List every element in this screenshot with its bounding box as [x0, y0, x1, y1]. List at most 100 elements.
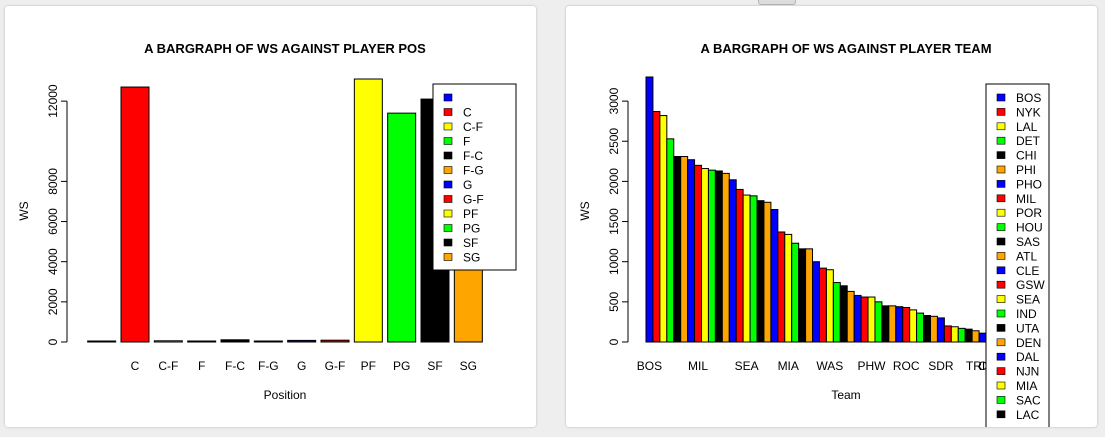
window-resize-handle[interactable] — [758, 0, 796, 5]
y-tick-label: 2500 — [607, 128, 621, 155]
x-tick-label: SF — [427, 359, 442, 373]
x-tick-label: C-F — [158, 359, 178, 373]
bar — [749, 195, 758, 343]
legend-swatch — [996, 367, 1006, 375]
bar — [756, 200, 765, 343]
bar — [721, 172, 730, 343]
bar — [387, 112, 417, 343]
bar — [666, 138, 675, 343]
legend-label: F-C — [463, 149, 483, 163]
legend-swatch — [996, 122, 1006, 131]
x-tick-labels: C C-F F F-C F-G G G-F PF PG SF SG — [131, 359, 477, 373]
x-tick-label: PG — [393, 359, 410, 373]
bar — [971, 330, 980, 343]
chart-title: A BARGRAPH OF WS AGAINST PLAYER TEAM — [700, 41, 991, 56]
legend-swatch — [443, 151, 453, 160]
legend-swatch — [443, 253, 453, 261]
legend-label: G-F — [463, 193, 484, 207]
legend-label: BOS — [1016, 91, 1041, 105]
legend-swatch — [996, 338, 1006, 347]
y-tick-label: 8000 — [46, 168, 60, 195]
x-axis-label: Position — [264, 388, 307, 402]
legend-label: SAS — [1016, 235, 1040, 249]
bar — [853, 294, 862, 343]
legend-label: SF — [463, 236, 478, 250]
bar — [87, 340, 117, 343]
legend-swatch — [996, 194, 1006, 203]
bar — [770, 209, 779, 343]
bar — [929, 315, 938, 343]
chart-panel-position: A BARGRAPH OF WS AGAINST PLAYER POS WS P… — [5, 6, 536, 427]
y-axis: 0 500 1000 1500 2000 2500 3000 — [607, 87, 629, 345]
x-tick-label: G — [297, 359, 306, 373]
legend: BOSNYKLALDETCHIPHIPHOMILPORHOUSASATLCLEG… — [985, 83, 1050, 427]
bar — [839, 285, 848, 343]
legend-swatch — [996, 280, 1006, 289]
bar — [707, 169, 716, 343]
legend-label: HOU — [1016, 221, 1043, 235]
legend-swatch — [996, 266, 1006, 275]
legend-swatch — [443, 195, 453, 203]
bar — [353, 78, 383, 343]
x-tick-label: F-C — [225, 359, 245, 373]
legend-swatch — [996, 151, 1006, 159]
legend-swatch — [996, 252, 1006, 260]
x-tick-label: PHW — [858, 359, 887, 373]
legend-swatch — [996, 381, 1006, 390]
y-tick-label: 4000 — [46, 248, 60, 275]
legend-swatch — [996, 396, 1006, 404]
bar — [687, 159, 696, 343]
legend-label: MIA — [1016, 379, 1037, 393]
legend-label: LAC — [1016, 408, 1040, 422]
x-tick-label: MIL — [688, 359, 708, 373]
legend-label: MIL — [1016, 192, 1036, 206]
bar — [832, 282, 841, 343]
legend-label: ATL — [1016, 249, 1037, 263]
legend-label: SG — [463, 251, 480, 265]
legend-label: IND — [1016, 307, 1037, 321]
bar — [881, 305, 890, 343]
y-axis-label: WS — [578, 201, 592, 220]
x-axis-label: Team — [831, 388, 860, 402]
legend-label: CHI — [1016, 149, 1037, 163]
legend-swatch — [996, 352, 1006, 361]
legend-label: DET — [1016, 134, 1041, 148]
legend-label: LAL — [1016, 120, 1038, 134]
bar — [798, 248, 807, 343]
bar — [812, 261, 820, 343]
x-tick-label: SDR — [928, 359, 954, 373]
legend-label: G — [463, 178, 472, 192]
x-tick-label: TRI — [966, 359, 985, 373]
bar — [220, 339, 250, 343]
bar — [957, 327, 966, 343]
y-tick-label: 500 — [607, 292, 621, 312]
bar — [735, 188, 744, 343]
bar — [253, 340, 283, 343]
bar — [153, 340, 183, 343]
x-tick-label: PF — [361, 359, 376, 373]
bar — [652, 111, 661, 343]
chart-title: A BARGRAPH OF WS AGAINST PLAYER POS — [144, 41, 426, 56]
bar — [943, 325, 952, 343]
x-tick-label: MIA — [778, 359, 799, 373]
bar — [645, 76, 654, 343]
y-tick-label: 0 — [607, 338, 621, 345]
y-tick-label: 2000 — [607, 168, 621, 195]
bar — [120, 86, 150, 343]
legend-swatch — [996, 108, 1006, 116]
bar — [902, 306, 911, 343]
y-tick-label: 12000 — [46, 84, 60, 118]
chart-panel-team: A BARGRAPH OF WS AGAINST PLAYER TEAM WS … — [566, 6, 1097, 427]
legend-swatch — [996, 410, 1006, 419]
bar — [874, 301, 883, 343]
legend-swatch — [443, 93, 453, 102]
y-axis-label: WS — [17, 201, 31, 220]
bar — [320, 339, 350, 343]
y-tick-label: 2000 — [46, 288, 60, 315]
bar — [673, 156, 682, 343]
legend-swatch — [443, 180, 453, 189]
bar — [742, 194, 751, 343]
legend-label: F-G — [463, 164, 484, 178]
legend-swatch — [443, 108, 453, 116]
